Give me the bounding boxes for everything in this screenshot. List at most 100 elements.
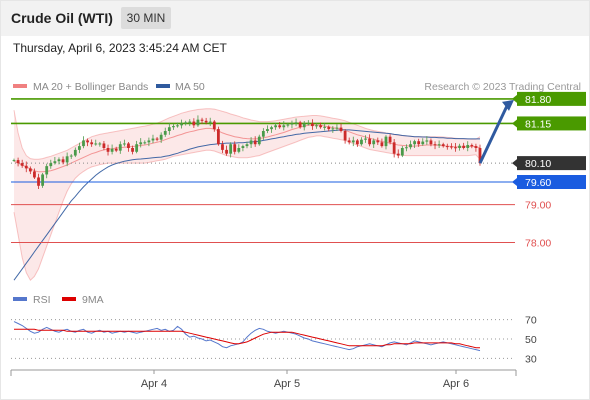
candle-body xyxy=(229,144,233,154)
candle-body xyxy=(159,134,163,140)
bollinger-band-fill xyxy=(14,108,480,281)
level-pointer-81.80 xyxy=(512,94,517,103)
candle-body xyxy=(364,138,367,140)
candle-body xyxy=(188,121,192,123)
credit-text: Research © 2023 Trading Central xyxy=(424,81,581,93)
candle-body xyxy=(216,129,220,145)
candle-body xyxy=(323,126,327,128)
candle-body xyxy=(180,123,183,126)
candle-body xyxy=(167,127,171,131)
candle-body xyxy=(270,127,273,130)
candle-body xyxy=(12,160,16,162)
candle-body xyxy=(294,122,298,124)
candle-body xyxy=(458,145,461,148)
candle-body xyxy=(454,147,457,149)
candle-body xyxy=(266,129,269,131)
legend-label-rsi: RSI xyxy=(33,294,51,306)
candle-body xyxy=(462,145,466,148)
candle-body xyxy=(90,142,94,145)
candle-body xyxy=(143,142,147,144)
candle-body xyxy=(45,166,49,175)
candle-body xyxy=(106,148,110,152)
interval-button[interactable]: 30 MIN xyxy=(121,7,171,29)
candle-body xyxy=(306,123,310,125)
candle-body xyxy=(413,141,416,145)
candle-body xyxy=(257,136,261,145)
instrument-title: Crude Oil (WTI) xyxy=(11,10,113,26)
candle-body xyxy=(351,140,355,143)
candle-body xyxy=(400,148,404,156)
candle-body xyxy=(37,177,40,186)
candle-body xyxy=(470,144,474,147)
timestamp: Thursday, April 6, 2023 3:45:24 AM CET xyxy=(13,41,227,55)
candle-body xyxy=(204,120,208,123)
candle-body xyxy=(474,146,478,148)
candle-body xyxy=(331,128,335,130)
candle-body xyxy=(196,119,200,126)
x-tick-label-0: Apr 4 xyxy=(141,378,167,390)
candle-body xyxy=(286,124,290,126)
rsi-line xyxy=(13,321,481,352)
chart-header: Crude Oil (WTI) 30 MIN xyxy=(0,0,590,36)
legend-swatch-rsi-ma xyxy=(62,297,76,301)
level-pointer-80.10 xyxy=(512,159,517,168)
candle-body xyxy=(192,121,196,126)
candle-body xyxy=(78,146,81,150)
candle-body xyxy=(151,138,155,141)
candle-body xyxy=(425,140,429,142)
candle-body xyxy=(339,127,343,131)
candle-body xyxy=(225,149,228,154)
candle-body xyxy=(127,143,130,148)
candle-body xyxy=(241,146,245,148)
candle-body xyxy=(184,122,188,124)
candle-body xyxy=(233,144,237,152)
candle-body xyxy=(376,140,380,143)
candle-body xyxy=(155,138,159,140)
x-tick-label-1: Apr 5 xyxy=(274,378,300,390)
level-label-79.00: 79.00 xyxy=(525,200,551,212)
candle-body xyxy=(302,123,306,128)
candle-body xyxy=(355,140,359,145)
candle-body xyxy=(380,142,384,147)
candle-body xyxy=(163,131,167,135)
level-box-79.60 xyxy=(517,175,586,189)
candle-body xyxy=(53,161,57,164)
level-label-81.80: 81.80 xyxy=(525,94,551,106)
ma20-line xyxy=(13,124,481,173)
candle-body xyxy=(65,156,69,163)
candle-body xyxy=(311,123,314,127)
legend-swatch-bollinger xyxy=(13,84,27,88)
candle-body xyxy=(28,168,32,172)
candle-body xyxy=(327,126,331,130)
level-box-80.10 xyxy=(517,156,586,171)
candle-body xyxy=(396,153,400,156)
candle-body xyxy=(139,142,143,145)
legend-label-rsi-ma: 9MA xyxy=(82,294,104,306)
candle-body xyxy=(384,136,388,147)
candle-body xyxy=(131,148,134,152)
candle-body xyxy=(253,140,257,145)
candle-body xyxy=(118,144,122,151)
candle-body xyxy=(429,140,433,145)
candle-body xyxy=(433,144,437,146)
legend-swatch-rsi xyxy=(13,297,27,301)
candle-body xyxy=(282,125,286,128)
candle-body xyxy=(449,146,453,148)
candle-body xyxy=(445,146,449,148)
rsi-ma-line xyxy=(14,328,480,349)
candle-body xyxy=(319,125,322,128)
candle-body xyxy=(172,126,175,128)
candle-body xyxy=(466,144,470,148)
candle-body xyxy=(261,131,265,137)
candle-body xyxy=(405,147,408,149)
candle-body xyxy=(82,140,85,147)
projection-arrow-line xyxy=(478,105,509,164)
rsi-tick-50: 50 xyxy=(525,334,537,346)
candle-body xyxy=(245,144,249,147)
candle-body xyxy=(278,125,282,128)
candle-body xyxy=(86,140,89,143)
candle-body xyxy=(221,144,224,150)
candle-body xyxy=(94,143,98,145)
candle-body xyxy=(212,121,216,130)
